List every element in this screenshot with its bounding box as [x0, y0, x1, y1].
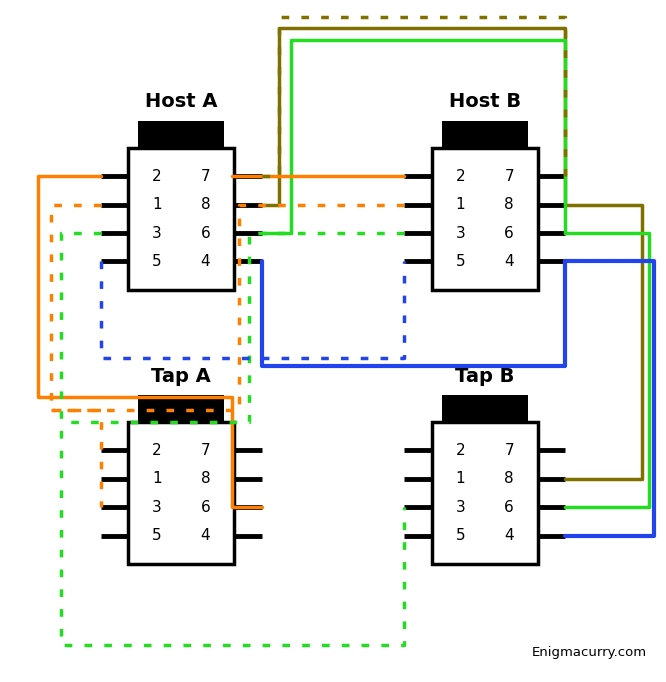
Text: 6: 6	[200, 500, 210, 515]
Text: 5: 5	[456, 528, 466, 543]
Bar	[129, 148, 234, 290]
Bar	[129, 422, 234, 564]
Bar	[442, 121, 528, 149]
Text: 7: 7	[200, 168, 210, 183]
Bar	[442, 396, 528, 424]
Text: 4: 4	[200, 254, 210, 269]
Text: 2: 2	[152, 443, 162, 458]
Text: 7: 7	[200, 443, 210, 458]
Text: 3: 3	[152, 500, 162, 515]
Text: 4: 4	[200, 528, 210, 543]
Text: 5: 5	[152, 528, 162, 543]
Text: 7: 7	[504, 443, 514, 458]
Bar	[138, 121, 224, 149]
Text: 8: 8	[504, 471, 514, 486]
Text: 2: 2	[456, 443, 466, 458]
Text: 3: 3	[456, 226, 466, 241]
Text: Host A: Host A	[145, 93, 217, 111]
Bar	[138, 396, 224, 424]
Text: Host B: Host B	[449, 93, 521, 111]
Text: 1: 1	[152, 197, 162, 212]
Text: Enigmacurry.com: Enigmacurry.com	[531, 647, 647, 659]
Bar	[432, 148, 537, 290]
Text: 3: 3	[152, 226, 162, 241]
Text: 4: 4	[504, 528, 514, 543]
Text: 6: 6	[504, 500, 514, 515]
Text: Tap A: Tap A	[151, 367, 211, 385]
Text: 8: 8	[504, 197, 514, 212]
Text: 5: 5	[152, 254, 162, 269]
Text: 1: 1	[152, 471, 162, 486]
Text: 2: 2	[456, 168, 466, 183]
Text: 8: 8	[200, 471, 210, 486]
Text: 6: 6	[504, 226, 514, 241]
Text: 1: 1	[456, 197, 466, 212]
Text: 1: 1	[456, 471, 466, 486]
Bar	[432, 422, 537, 564]
Text: 7: 7	[504, 168, 514, 183]
Text: 8: 8	[200, 197, 210, 212]
Text: 6: 6	[200, 226, 210, 241]
Text: 4: 4	[504, 254, 514, 269]
Text: 3: 3	[456, 500, 466, 515]
Text: 5: 5	[456, 254, 466, 269]
Text: Tap B: Tap B	[456, 367, 515, 385]
Text: 2: 2	[152, 168, 162, 183]
